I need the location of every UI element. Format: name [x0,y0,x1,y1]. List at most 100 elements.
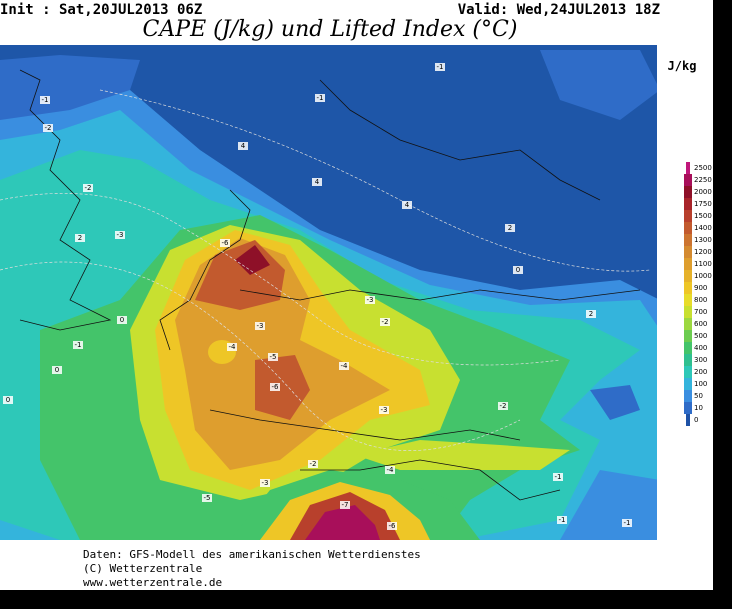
contour-label-box [315,94,325,102]
contour-label-box [268,353,278,361]
contour-label-box [260,479,270,487]
coastlines [19,69,641,501]
legend-label: 10 [694,404,703,412]
contour-label-box [255,322,265,330]
legend-swatch [684,234,692,246]
contour-label-box [379,406,389,414]
legend-label: 900 [694,284,707,292]
legend-label: 1400 [694,224,712,232]
legend-swatch [684,282,692,294]
contour-label: -5 [270,353,277,361]
contour-label: -4 [341,362,349,370]
legend-label: 0 [694,416,698,424]
contour-label: -6 [272,383,280,391]
contour-label: -3 [257,322,264,330]
field [355,440,570,470]
contour-label-box [380,318,390,326]
contour-label: -3 [262,479,269,487]
legend-swatch [684,294,692,306]
contour-label: 4 [315,178,320,186]
legend-label: 300 [694,356,707,364]
legend-label: 1200 [694,248,712,256]
contour-label: 2 [589,310,593,318]
contour-label: -1 [75,341,82,349]
legend-swatch [686,162,690,174]
footer-line: Daten: GFS-Modell des amerikanischen Wet… [83,548,421,561]
legend-label: 2250 [694,176,712,184]
color-legend: 2500225020001750150014001300120011001000… [684,162,712,426]
map-title: CAPE (J/kg) und Lifted Index (°C) [143,17,518,42]
contour-label-box [586,310,596,318]
contour-label: 0 [516,266,520,274]
map: -1 -1 -2 -1 -2 -3 2 0 -1 0 0 4 4 4 2 -3 -6 -4 -5 -6 -4 -3 -2 -3… [0,45,657,540]
contour-label-box [270,383,280,391]
contour-label: 0 [120,316,124,324]
contour-label-box [402,201,412,209]
legend-swatch [684,402,692,414]
field [235,245,270,275]
contour-label-box [238,142,248,150]
legend-swatch [686,414,690,426]
contour-label: -5 [204,494,211,502]
legend-label: 600 [694,320,707,328]
contour-label-box [220,239,230,247]
contour-label: -2 [500,402,507,410]
legend-unit: J/kg [668,59,697,73]
contour-label-box [312,178,322,186]
contour-label-box [387,522,397,530]
legend-swatch [684,222,692,234]
contour-label: 2 [78,234,82,242]
legend-label: 1750 [694,200,712,208]
legend-label: 100 [694,380,707,388]
contour-label: -6 [389,522,397,530]
contour-label-box [3,396,13,404]
contour-label: -3 [381,406,388,414]
init-time: Init : Sat,20JUL2013 06Z [0,2,202,18]
field [590,385,640,420]
legend-swatch [684,354,692,366]
contour-label: 0 [6,396,10,404]
contour-label-box [52,366,62,374]
contour-label-box [43,124,53,132]
contour-label: -1 [437,63,444,71]
contour-label-box [557,516,567,524]
contour-label: -2 [310,460,317,468]
legend-swatch [684,174,692,186]
contour-label: -3 [367,296,374,304]
legend-swatch [684,270,692,282]
field [255,355,310,420]
contour-label: -2 [45,124,52,132]
legend-label: 2000 [694,188,712,196]
contour-label-box [115,231,125,239]
contour-label-box [553,473,563,481]
contour-label-box [385,466,395,474]
contour-label: -3 [117,231,124,239]
valid-time: Valid: Wed,24JUL2013 18Z [458,2,660,18]
footer-line: (C) Wetterzentrale [83,562,202,575]
legend-label: 2500 [694,164,712,172]
contour-label-box [365,296,375,304]
legend-swatch [684,198,692,210]
legend-label: 400 [694,344,707,352]
contour-label-box [513,266,523,274]
contour-label: -1 [624,519,631,527]
contour-label: -7 [342,501,349,509]
legend-swatch [684,186,692,198]
contour-label-box [435,63,445,71]
contour-label: -1 [559,516,566,524]
isolines [0,89,651,451]
legend-swatch [684,246,692,258]
contour-label-box [340,501,350,509]
contour-label-box [202,494,212,502]
legend-label: 1000 [694,272,712,280]
footer-line: www.wetterzentrale.de [83,576,222,589]
contour-label-box [498,402,508,410]
contour-label-box [505,224,515,232]
contour-label: -1 [555,473,562,481]
contour-label: -2 [85,184,92,192]
contour-label: 4 [405,201,410,209]
contour-label: -1 [42,96,49,104]
contour-label: 2 [508,224,512,232]
